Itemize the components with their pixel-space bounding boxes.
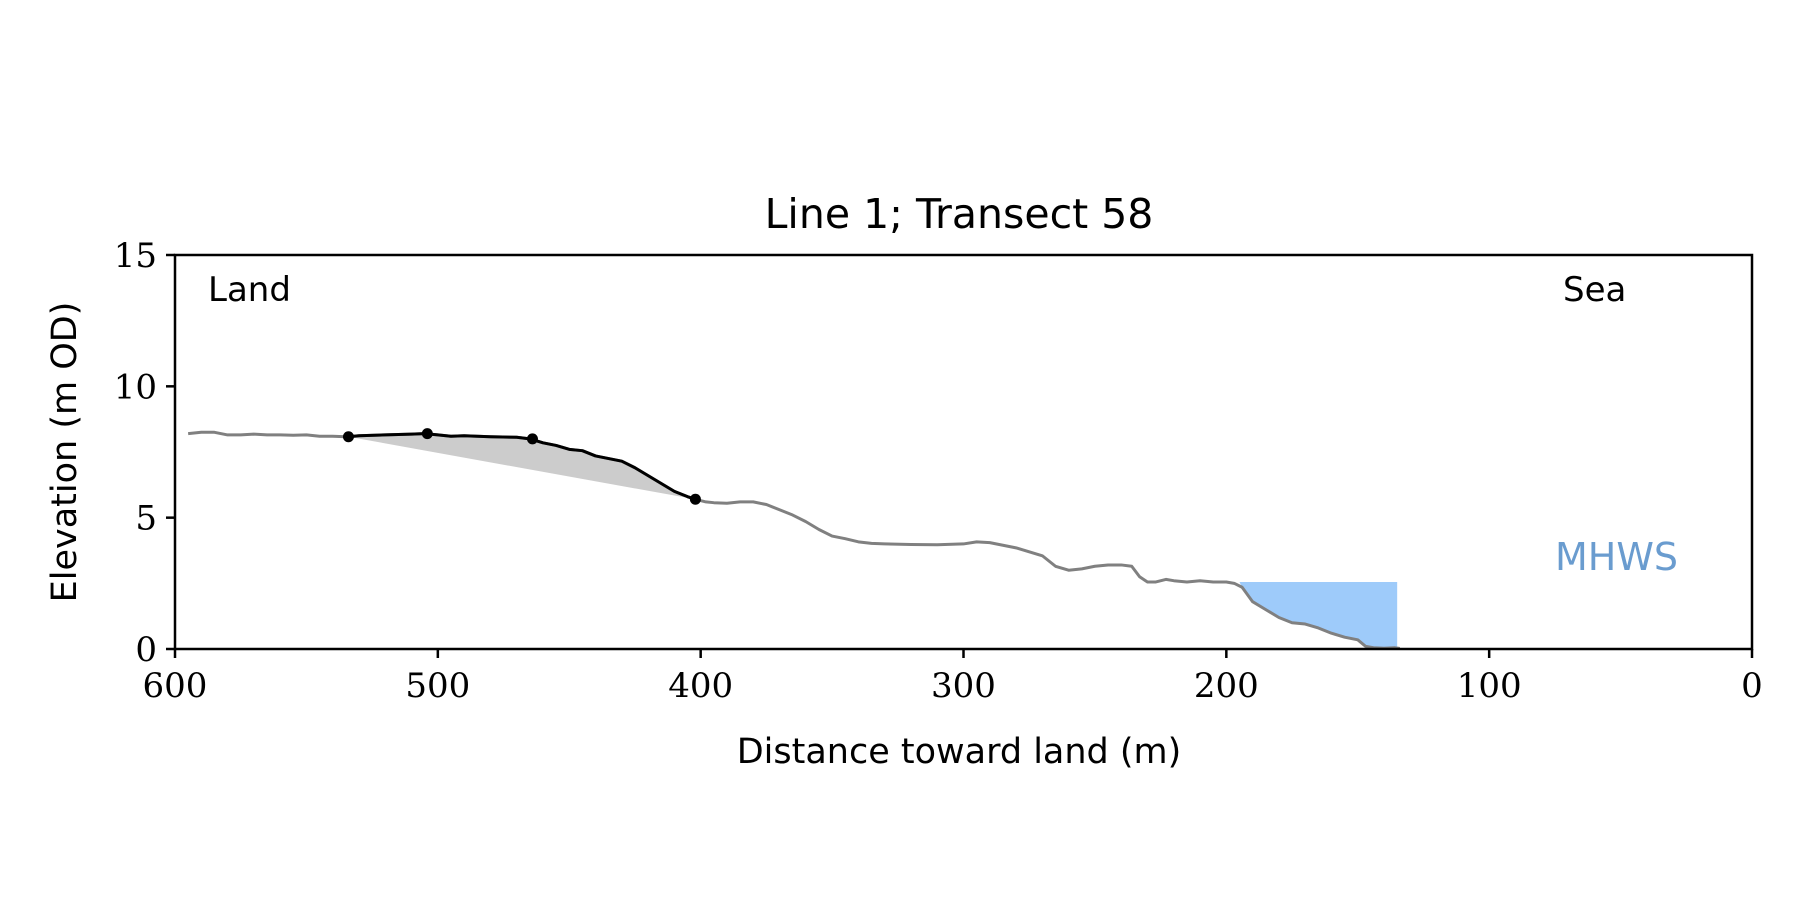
plot-frame — [173, 253, 1754, 651]
y-tick-label: 0 — [135, 630, 157, 670]
x-tick-label: 500 — [405, 666, 470, 706]
x-tick-label: 200 — [1194, 666, 1259, 706]
x-tick-label: 300 — [931, 666, 996, 706]
land-annotation: Land — [208, 270, 291, 310]
x-axis-ticks: 600 500 400 300 200 100 0 — [143, 649, 1763, 706]
y-axis-label: Elevation (m OD) — [45, 302, 85, 603]
profile-point — [526, 433, 538, 445]
elevation-profile-line — [187, 430, 1401, 650]
mhws-annotation: MHWS — [1555, 535, 1678, 579]
profile-point — [689, 493, 701, 505]
y-tick-label: 5 — [135, 499, 157, 539]
x-tick-label: 400 — [668, 666, 733, 706]
profile-point — [342, 431, 354, 443]
profile-point — [421, 428, 433, 440]
cut-area-fill — [348, 433, 696, 500]
x-tick-label: 100 — [1457, 666, 1522, 706]
mhws-water-fill — [1239, 582, 1398, 649]
y-axis-ticks: 0 5 10 15 — [114, 236, 175, 670]
x-tick-label: 600 — [143, 666, 208, 706]
y-tick-label: 15 — [114, 236, 157, 276]
y-tick-label: 10 — [114, 367, 157, 407]
x-tick-label: 0 — [1741, 666, 1763, 706]
plot-area — [187, 428, 1401, 650]
chart-title: Line 1; Transect 58 — [765, 190, 1154, 238]
x-axis-label: Distance toward land (m) — [737, 732, 1182, 772]
sea-annotation: Sea — [1563, 270, 1626, 310]
